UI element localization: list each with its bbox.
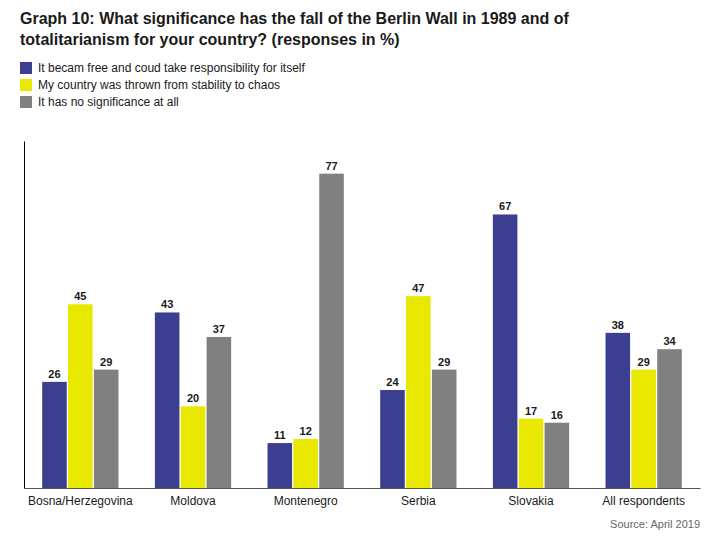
x-tick: Serbia <box>401 494 436 508</box>
bar <box>268 443 293 488</box>
data-label: 20 <box>187 392 199 404</box>
x-tick-label: Moldova <box>170 494 216 508</box>
legend-swatch <box>20 96 32 108</box>
bar <box>432 370 457 488</box>
bar <box>207 337 232 488</box>
legend: It becam free and coud take responsibili… <box>20 61 305 109</box>
legend-item: It has no significance at all <box>20 95 179 109</box>
data-label: 26 <box>48 368 60 380</box>
data-label: 67 <box>499 200 511 212</box>
x-tick: Slovakia <box>508 494 554 508</box>
bar <box>406 296 431 488</box>
bar <box>181 406 206 488</box>
legend-label: My country was thrown from stability to … <box>38 78 280 92</box>
data-label: 43 <box>161 298 173 310</box>
data-label: 34 <box>663 335 676 347</box>
title: Graph 10: What significance has the fall… <box>20 10 570 27</box>
x-axis: Bosna/Herzegovina Moldova Montenegro Serbia… <box>25 489 701 508</box>
legend-item: It becam free and coud take responsibili… <box>20 61 305 75</box>
data-label: 29 <box>638 356 650 368</box>
data-label: 24 <box>386 376 399 388</box>
bar <box>94 370 119 488</box>
x-tick: All respondents <box>602 494 685 508</box>
data-label: 47 <box>412 282 424 294</box>
data-label: 12 <box>300 425 312 437</box>
bar <box>293 439 318 488</box>
x-tick-label: Bosna/Herzegovina <box>28 494 133 508</box>
legend-swatch <box>20 62 32 74</box>
legend-label: It becam free and coud take responsibili… <box>38 61 305 75</box>
y-axis <box>24 142 25 489</box>
bar <box>657 349 682 488</box>
data-labels: 26 43 11 24 67 38 45 20 12 47 17 29 29 37 77 29 16 34 <box>48 160 676 441</box>
bar <box>545 423 570 488</box>
x-tick-label: Serbia <box>401 494 436 508</box>
data-label: 29 <box>438 356 450 368</box>
annotation: Source: April 2019 <box>610 518 700 530</box>
bar <box>68 304 93 488</box>
data-label: 16 <box>551 409 563 421</box>
data-label: 11 <box>274 429 286 441</box>
bar <box>380 390 405 488</box>
bar <box>606 333 631 488</box>
x-tick-label: Montenegro <box>274 494 338 508</box>
bar <box>155 312 180 488</box>
chart: Graph 10: What significance has the fall… <box>0 0 720 540</box>
data-label: 17 <box>525 405 537 417</box>
bar <box>493 214 518 488</box>
bar <box>519 419 544 488</box>
bar <box>631 370 656 488</box>
data-label: 45 <box>74 290 86 302</box>
plot: 26 43 11 24 67 38 45 20 12 47 17 29 29 37 77 29 16 34 Bosn… <box>25 142 701 508</box>
x-tick: Montenegro <box>274 494 338 508</box>
x-tick-label: All respondents <box>602 494 685 508</box>
data-label: 29 <box>100 356 112 368</box>
x-axis-line <box>25 488 701 489</box>
bar <box>319 174 344 488</box>
data-label: 37 <box>213 323 225 335</box>
y-axis-line <box>24 142 25 489</box>
bar <box>42 382 67 488</box>
legend-swatch <box>20 79 32 91</box>
subtitle: totalitarianism for your country? (respo… <box>20 31 400 48</box>
data-label: 38 <box>612 319 624 331</box>
legend-label: It has no significance at all <box>38 95 179 109</box>
bars <box>42 174 682 488</box>
data-label: 77 <box>325 160 337 172</box>
x-tick: Moldova <box>170 494 216 508</box>
x-tick-label: Slovakia <box>508 494 554 508</box>
x-tick: Bosna/Herzegovina <box>28 494 133 508</box>
legend-item: My country was thrown from stability to … <box>20 78 280 92</box>
